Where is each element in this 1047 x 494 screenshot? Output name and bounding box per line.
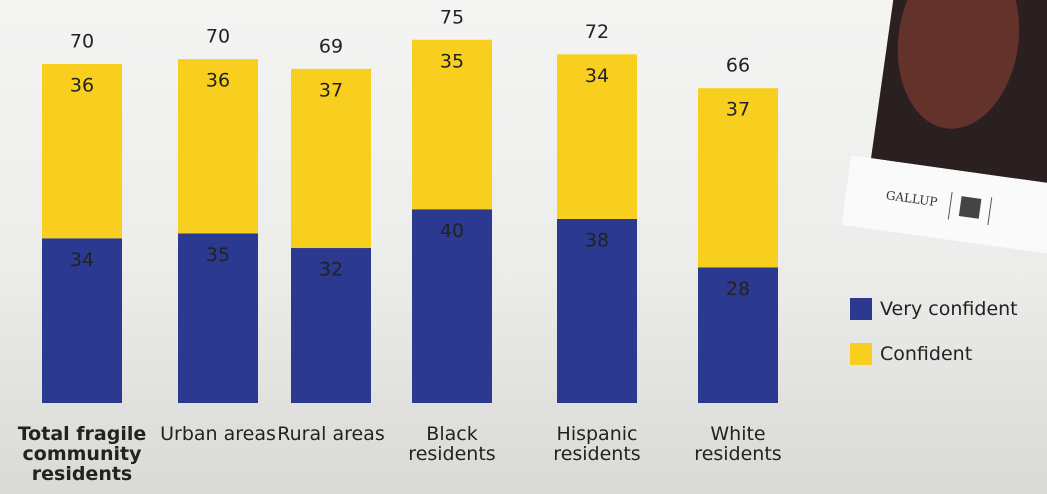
value-label: 40 bbox=[440, 220, 464, 242]
bar-segment bbox=[42, 238, 122, 403]
x-tick-label: Rural areas bbox=[277, 423, 385, 445]
legend-label: Confident bbox=[880, 343, 973, 365]
legend-swatch bbox=[850, 298, 872, 320]
x-tick-label: Black residents bbox=[408, 423, 496, 465]
legend-label: Very confident bbox=[880, 298, 1018, 320]
value-label: 37 bbox=[319, 79, 343, 101]
value-label: 36 bbox=[70, 74, 94, 96]
cover-hands bbox=[897, 0, 1020, 129]
bar-segment bbox=[698, 88, 778, 268]
cover-divider bbox=[987, 197, 993, 226]
value-label: 34 bbox=[585, 65, 609, 87]
value-label: 35 bbox=[206, 244, 230, 266]
cover-strip bbox=[841, 155, 1047, 256]
bar-segment bbox=[178, 59, 258, 234]
value-label: 38 bbox=[585, 229, 609, 251]
value-label: 36 bbox=[206, 70, 230, 92]
value-label: 32 bbox=[319, 259, 343, 281]
bar-segment bbox=[42, 63, 122, 239]
total-label: 70 bbox=[70, 30, 94, 52]
bar-segment bbox=[412, 209, 492, 403]
bar-segment bbox=[557, 218, 637, 403]
value-label: 28 bbox=[726, 278, 750, 300]
value-label: 35 bbox=[440, 50, 464, 72]
bar-segment bbox=[178, 233, 258, 403]
x-tick-label: Urban areas bbox=[160, 423, 276, 445]
bar-segment bbox=[698, 267, 778, 403]
cover-divider bbox=[947, 191, 953, 220]
x-tick-label: Total fragile community residents bbox=[17, 423, 147, 485]
x-tick-label: White residents bbox=[694, 423, 782, 465]
total-label: 66 bbox=[726, 55, 750, 77]
total-label: 72 bbox=[585, 21, 609, 43]
bar-segment bbox=[412, 39, 492, 210]
value-label: 37 bbox=[726, 99, 750, 121]
value-label: 34 bbox=[70, 249, 94, 271]
legend-swatch bbox=[850, 343, 872, 365]
cover-logo bbox=[958, 196, 982, 219]
report-cover: GALLUP bbox=[841, 0, 1047, 256]
bar-segment bbox=[291, 68, 371, 249]
bar-segment bbox=[291, 248, 371, 403]
legend-item: Very confident bbox=[850, 298, 1018, 320]
total-label: 69 bbox=[319, 35, 343, 57]
total-label: 70 bbox=[206, 26, 230, 48]
x-tick-label: Hispanic residents bbox=[553, 423, 641, 465]
legend-item: Confident bbox=[850, 343, 972, 365]
total-label: 75 bbox=[440, 6, 464, 28]
bar-segment bbox=[557, 54, 637, 219]
